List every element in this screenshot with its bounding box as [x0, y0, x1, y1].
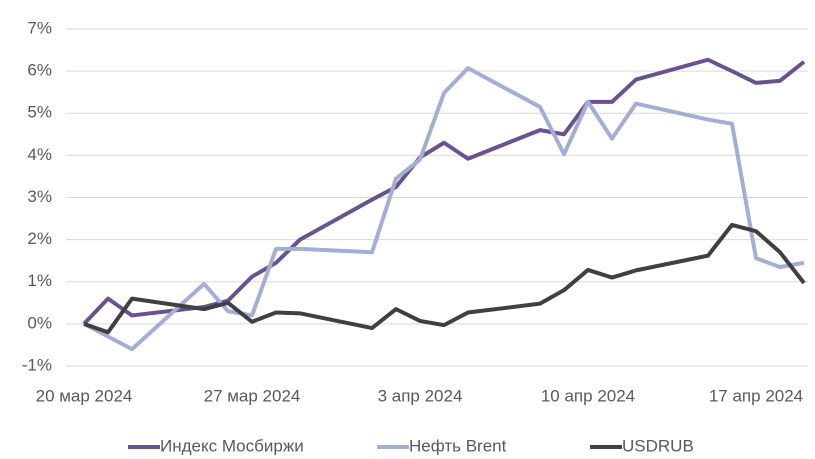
y-tick-label: 0%	[27, 313, 52, 332]
legend-label: Индекс Мосбиржи	[160, 436, 304, 455]
y-tick-label: 2%	[27, 229, 52, 248]
legend-label: USDRUB	[622, 436, 694, 455]
legend-label: Нефть Brent	[409, 436, 507, 455]
series-line	[83, 66, 805, 352]
x-tick-label: 27 мар 2024	[204, 386, 301, 405]
x-tick-label: 3 апр 2024	[378, 386, 463, 405]
series-line	[83, 222, 806, 335]
y-tick-label: 4%	[27, 145, 52, 164]
y-tick-label: 1%	[27, 271, 52, 290]
series-line	[82, 57, 806, 326]
x-tick-label: 17 апр 2024	[709, 386, 803, 405]
y-tick-label: -1%	[22, 355, 52, 374]
y-tick-label: 7%	[27, 18, 52, 37]
x-tick-label: 10 апр 2024	[541, 386, 635, 405]
y-tick-label: 5%	[27, 103, 52, 122]
x-tick-label: 20 мар 2024	[36, 386, 133, 405]
y-tick-label: 3%	[27, 187, 52, 206]
y-tick-label: 6%	[27, 61, 52, 80]
